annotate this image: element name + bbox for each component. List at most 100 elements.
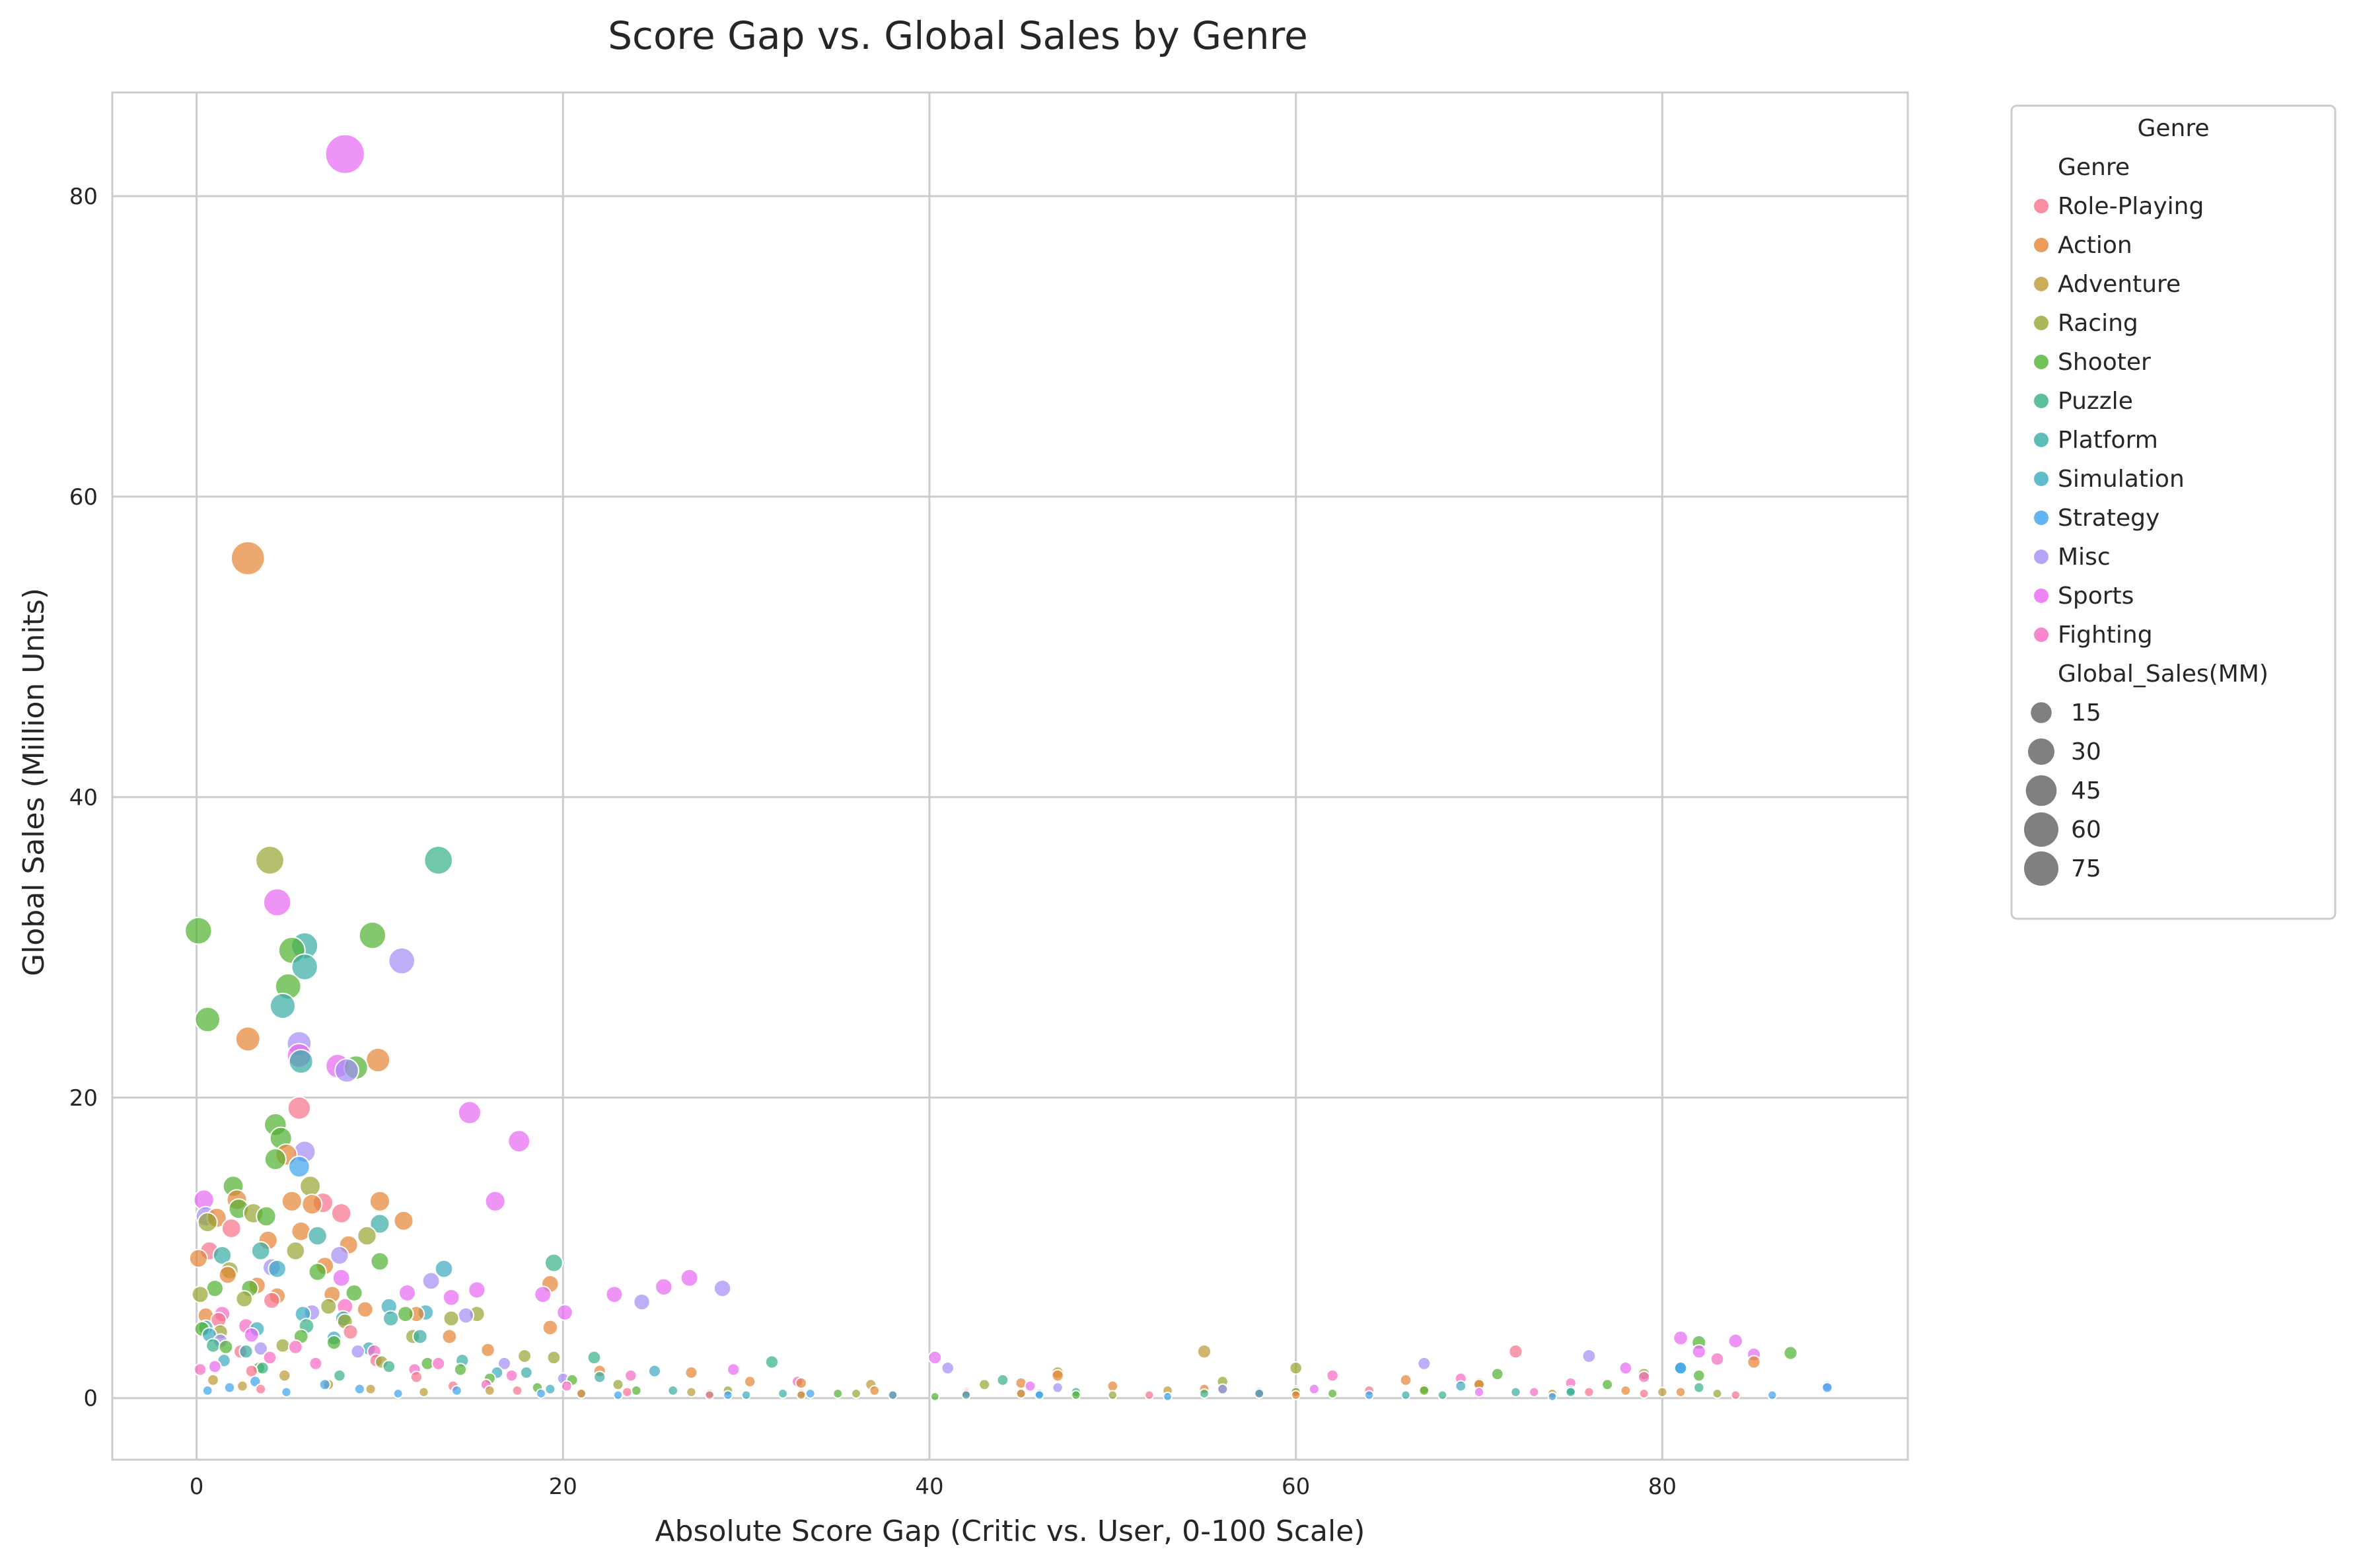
data-point-fighting xyxy=(193,1363,207,1376)
data-point-role-playing xyxy=(255,1383,267,1395)
data-point-action xyxy=(1051,1369,1064,1382)
data-point-simulation xyxy=(1254,1388,1265,1399)
data-point-action xyxy=(795,1376,807,1390)
data-point-shooter xyxy=(929,1392,940,1402)
data-point-sports xyxy=(243,1327,260,1343)
data-point-sports xyxy=(1024,1380,1036,1392)
data-point-misc xyxy=(421,1271,441,1291)
y-tick-label: 20 xyxy=(69,1085,98,1112)
data-point-fighting xyxy=(1637,1371,1651,1384)
legend-entry: Platform xyxy=(2058,427,2158,454)
data-point-misc xyxy=(713,1279,732,1298)
legend-marker xyxy=(2034,277,2049,291)
data-point-strategy xyxy=(318,1378,331,1391)
data-point-fighting xyxy=(287,1339,303,1355)
data-point-sports xyxy=(262,888,292,917)
data-point-action xyxy=(480,1342,495,1358)
data-point-role-playing xyxy=(287,1096,312,1120)
data-point-simulation xyxy=(1455,1380,1467,1392)
data-point-strategy xyxy=(1034,1390,1045,1400)
data-point-adventure xyxy=(1657,1386,1668,1398)
data-point-misc xyxy=(334,1057,359,1083)
data-point-shooter xyxy=(326,1334,342,1351)
data-point-action xyxy=(218,1265,237,1285)
data-point-fighting xyxy=(505,1369,519,1382)
data-point-fighting xyxy=(1529,1386,1540,1398)
legend-size-label: 30 xyxy=(2071,738,2101,766)
data-point-puzzle xyxy=(382,1359,396,1374)
data-point-role-playing xyxy=(1638,1388,1650,1399)
data-point-sports xyxy=(207,1359,222,1374)
legend-size-marker xyxy=(2025,775,2057,806)
data-point-misc xyxy=(1052,1382,1064,1394)
legend-marker xyxy=(2034,394,2049,408)
data-point-action xyxy=(188,1248,208,1268)
data-point-action xyxy=(684,1366,698,1380)
data-point-role-playing xyxy=(1508,1344,1523,1359)
data-point-action xyxy=(356,1301,374,1318)
legend-marker xyxy=(2034,433,2049,447)
data-point-misc xyxy=(388,946,416,975)
data-point-role-playing xyxy=(1583,1386,1595,1398)
data-point-racing xyxy=(517,1349,532,1363)
data-point-action xyxy=(301,1194,323,1215)
data-point-action xyxy=(1675,1386,1686,1398)
data-point-role-playing xyxy=(410,1371,423,1384)
data-point-sports xyxy=(457,1100,482,1125)
data-point-action xyxy=(393,1210,414,1231)
data-point-sports xyxy=(1308,1383,1320,1395)
legend-box xyxy=(2010,104,2337,920)
y-axis-label: Global Sales (Million Units) xyxy=(17,588,51,976)
legend-entry: Puzzle xyxy=(2058,388,2133,415)
data-point-strategy xyxy=(612,1390,624,1400)
data-point-role-playing xyxy=(622,1386,633,1398)
data-point-platform xyxy=(519,1366,533,1380)
x-tick-label: 0 xyxy=(190,1474,204,1500)
data-point-shooter xyxy=(1418,1384,1430,1396)
data-point-role-playing xyxy=(330,1203,352,1224)
data-point-adventure xyxy=(796,1390,807,1400)
data-point-racing xyxy=(320,1297,338,1316)
data-point-action xyxy=(281,1190,303,1212)
legend-marker xyxy=(2034,472,2049,486)
legend-entry: Adventure xyxy=(2058,271,2181,298)
legend-marker xyxy=(2034,316,2049,330)
legend-entry: Misc xyxy=(2058,544,2111,571)
data-point-action xyxy=(369,1190,391,1212)
data-point-racing xyxy=(1289,1361,1303,1375)
data-point-sports xyxy=(332,1268,351,1287)
data-point-shooter xyxy=(1783,1345,1798,1361)
data-point-simulation xyxy=(647,1364,662,1378)
data-point-adventure xyxy=(1196,1344,1212,1359)
x-tick-label: 40 xyxy=(915,1474,943,1500)
legend-size-label: 60 xyxy=(2071,816,2101,843)
data-point-strategy xyxy=(1673,1361,1688,1375)
data-point-platform xyxy=(291,953,318,981)
data-point-sports xyxy=(1618,1361,1633,1375)
data-point-simulation xyxy=(887,1390,898,1400)
data-point-misc xyxy=(633,1293,651,1311)
data-point-adventure xyxy=(365,1383,377,1395)
chart-title: Score Gap vs. Global Sales by Genre xyxy=(608,13,1308,58)
data-point-fighting xyxy=(624,1369,637,1382)
legend-entry: Action xyxy=(2058,232,2132,259)
data-point-racing xyxy=(851,1388,861,1399)
legend-marker xyxy=(2034,588,2049,603)
data-point-strategy xyxy=(223,1382,236,1394)
data-point-adventure xyxy=(277,1369,291,1382)
axis-ticks: 0 20 40 60 80 0 20 40 60 80 xyxy=(69,184,1677,1500)
data-point-strategy xyxy=(723,1390,733,1400)
data-point-simulation xyxy=(544,1383,556,1395)
data-point-platform xyxy=(269,992,296,1020)
data-point-action xyxy=(1620,1384,1632,1396)
data-point-racing xyxy=(612,1378,624,1391)
legend-entry: Racing xyxy=(2058,310,2138,337)
data-point-sports xyxy=(398,1283,417,1302)
data-point-puzzle xyxy=(1565,1386,1576,1398)
data-point-strategy xyxy=(1163,1392,1173,1402)
legend-marker xyxy=(2034,238,2049,252)
data-point-shooter xyxy=(370,1252,390,1271)
data-point-racing xyxy=(1107,1390,1118,1400)
plot-frame xyxy=(111,91,1909,1461)
data-point-shooter xyxy=(453,1363,468,1376)
